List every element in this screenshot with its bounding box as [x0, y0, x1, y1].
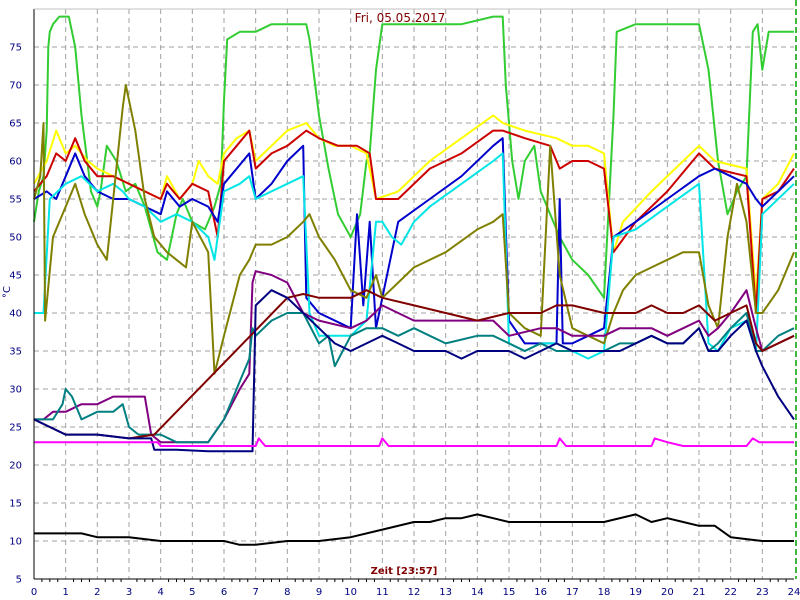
x-tick-label: 8	[284, 587, 290, 598]
y-tick-label: 5	[16, 575, 22, 586]
x-tick-label: 23	[756, 587, 769, 598]
x-tick-label: 14	[471, 587, 484, 598]
grid-lines	[34, 9, 794, 580]
axes: 0 1 2 3 4 5 6 7 8 9 10 11 12 13 14 15 16 17 18 19 20 21 22 23 24…	[9, 0, 800, 598]
x-tick-label: 11	[376, 587, 389, 598]
x-tick-label: 1	[62, 587, 68, 598]
y-tick-label: 70	[9, 81, 22, 92]
x-tick-label: 0	[31, 587, 37, 598]
x-tick-label: 24	[788, 587, 800, 598]
series-line-5	[34, 152, 795, 360]
x-tick-label: 9	[316, 587, 322, 598]
y-tick-label: 30	[9, 385, 22, 396]
x-tick-label: 7	[252, 587, 258, 598]
chart-title: Fri, 05.05.2017	[355, 11, 446, 25]
y-tick-label: 75	[9, 43, 22, 54]
x-tick-label: 12	[408, 587, 421, 598]
y-tick-label: 20	[9, 461, 22, 472]
x-tick-label: 10	[344, 587, 357, 598]
x-tick-label: 5	[189, 587, 195, 598]
x-tick-label: 13	[439, 587, 452, 598]
y-tick-label: 60	[9, 157, 22, 168]
x-tick-label: 22	[724, 587, 737, 598]
series-line-10	[33, 289, 795, 453]
x-tick-label: 21	[693, 587, 706, 598]
series-line-12	[34, 513, 794, 546]
x-tick-label: 3	[126, 587, 132, 598]
series-line-8	[34, 312, 795, 444]
x-tick-label: 15	[503, 587, 516, 598]
x-tick-label: 18	[598, 587, 611, 598]
y-tick-label: 25	[9, 423, 22, 434]
y-tick-label: 45	[9, 271, 22, 282]
y-tick-label: 15	[9, 499, 22, 510]
series-line-1	[33, 15, 794, 299]
x-tick-label: 4	[157, 587, 163, 598]
x-tick-label: 20	[661, 587, 674, 598]
series-line-11	[34, 437, 794, 447]
series-lines	[33, 15, 795, 546]
x-tick-label: 17	[566, 587, 579, 598]
x-tick-label: 6	[221, 587, 227, 598]
y-tick-label: 55	[9, 195, 22, 206]
x-tick-label: 2	[94, 587, 100, 598]
x-tick-label: 16	[534, 587, 547, 598]
series-line-7	[34, 270, 795, 444]
y-tick-label: 40	[9, 309, 22, 320]
x-axis-label: Zeit [23:57]	[371, 566, 438, 577]
y-tick-label: 50	[9, 233, 22, 244]
y-tick-label: 35	[9, 347, 22, 358]
series-line-9	[33, 289, 795, 440]
y-axis-label: °C	[2, 286, 13, 298]
y-tick-label: 65	[9, 119, 22, 130]
y-tick-label: 10	[9, 537, 22, 548]
x-tick-label: 19	[629, 587, 642, 598]
